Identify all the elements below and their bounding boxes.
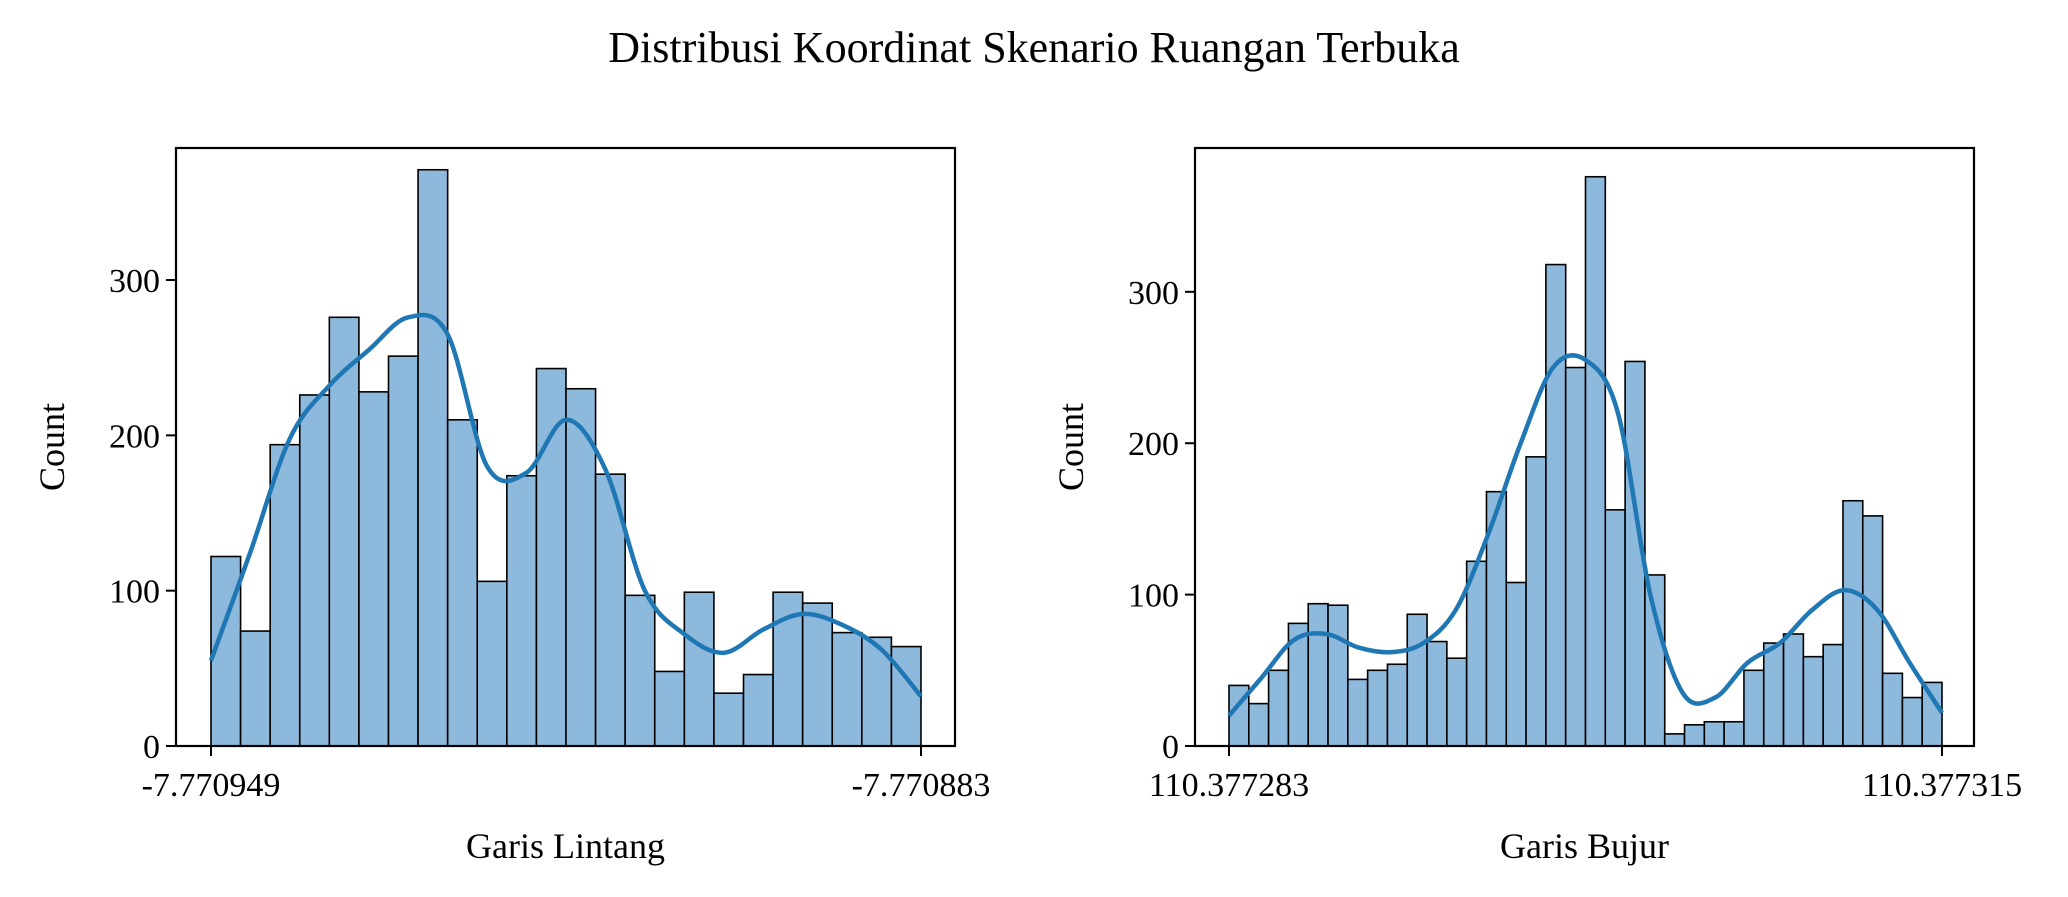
histogram-bar — [535, 367, 567, 747]
histogram-bar — [1762, 642, 1785, 747]
y-tick-label: 200 — [1128, 426, 1179, 463]
x-tick-label: -7.770949 — [142, 767, 281, 804]
histogram-bar — [1406, 613, 1428, 747]
y-axis-label: Count — [32, 403, 72, 491]
histogram-bar — [1545, 263, 1567, 747]
histogram-bar — [831, 631, 863, 747]
histogram-bar — [1248, 702, 1270, 747]
histogram-bar — [1564, 366, 1587, 747]
x-tick-label: -7.770883 — [852, 767, 991, 804]
x-tick-label: 110.377283 — [1149, 767, 1309, 804]
y-tick-label: 100 — [109, 574, 160, 611]
histogram-bar — [1604, 509, 1626, 747]
y-tick-label: 100 — [1128, 578, 1179, 615]
histogram-bar — [387, 355, 419, 747]
histogram-bar — [1267, 669, 1290, 747]
latitude-histogram-panel: 0 100 200 300 -7.770949 -7.770883 Garis Lintan… — [32, 146, 991, 866]
histogram-bar — [476, 580, 508, 747]
y-tick-label: 0 — [143, 729, 160, 766]
histogram-bar — [653, 670, 686, 747]
y-tick-label: 200 — [109, 418, 160, 455]
histogram-bar — [1426, 640, 1448, 747]
histogram-bar — [1683, 724, 1706, 747]
histogram-bar — [1584, 175, 1607, 747]
histogram-bar — [446, 419, 479, 747]
histogram-bar — [1743, 669, 1765, 747]
histogram-bar — [1307, 602, 1329, 747]
axes-frame — [1193, 146, 1976, 748]
axes-frame — [174, 146, 957, 748]
histogram-bar — [1386, 663, 1409, 747]
histogram-bar — [713, 692, 745, 747]
histogram-bar — [1505, 581, 1527, 747]
histogram-bar — [1366, 669, 1389, 747]
figure-title: Distribusi Koordinat Skenario Ruangan Te… — [608, 23, 1460, 72]
histogram-bar — [624, 594, 656, 747]
histogram-bar — [1525, 456, 1547, 747]
histogram-bar — [1465, 560, 1488, 747]
histogram-bar — [1822, 643, 1844, 747]
histogram-bar — [1347, 678, 1369, 747]
histogram-bar — [1327, 604, 1349, 747]
histogram-bar — [1842, 499, 1864, 747]
histogram-bar — [1861, 515, 1884, 747]
histogram-bar — [328, 316, 360, 747]
kde-line — [1227, 353, 1944, 718]
histogram-bar — [506, 474, 538, 747]
x-tick-label: 110.377315 — [1862, 767, 2022, 804]
x-axis-label: Garis Lintang — [466, 826, 665, 866]
histogram-bar — [298, 394, 331, 747]
histogram-bar — [742, 673, 774, 747]
histogram-bar — [683, 591, 715, 747]
y-tick-label: 300 — [109, 263, 160, 300]
histogram-bar — [417, 168, 449, 747]
histogram-bar — [269, 443, 301, 747]
histogram-bar — [565, 387, 597, 747]
histogram-bar — [1881, 672, 1904, 747]
histogram-bar — [1802, 655, 1824, 747]
histogram-bar — [890, 645, 922, 747]
x-axis-label: Garis Bujur — [1500, 826, 1669, 866]
histogram-bar — [1782, 633, 1805, 747]
longitude-histogram-panel: 0 100 200 300 110.377283 110.377315 Garis Buju… — [1051, 146, 2022, 866]
histogram-bar — [1663, 733, 1686, 747]
histogram-bar — [1921, 681, 1943, 747]
histogram-bar — [1446, 657, 1468, 747]
histogram-bar — [1703, 720, 1725, 747]
y-axis-label: Count — [1051, 403, 1091, 491]
histogram-bar — [1901, 696, 1924, 747]
histogram-bar — [1723, 720, 1745, 747]
histogram-bar — [239, 630, 271, 747]
y-tick-label: 0 — [1162, 729, 1179, 766]
histogram-bar — [1644, 574, 1666, 747]
histogram-bar — [801, 602, 834, 747]
histogram-bar — [358, 391, 390, 747]
y-tick-label: 300 — [1128, 275, 1179, 312]
kde-line — [208, 312, 923, 698]
